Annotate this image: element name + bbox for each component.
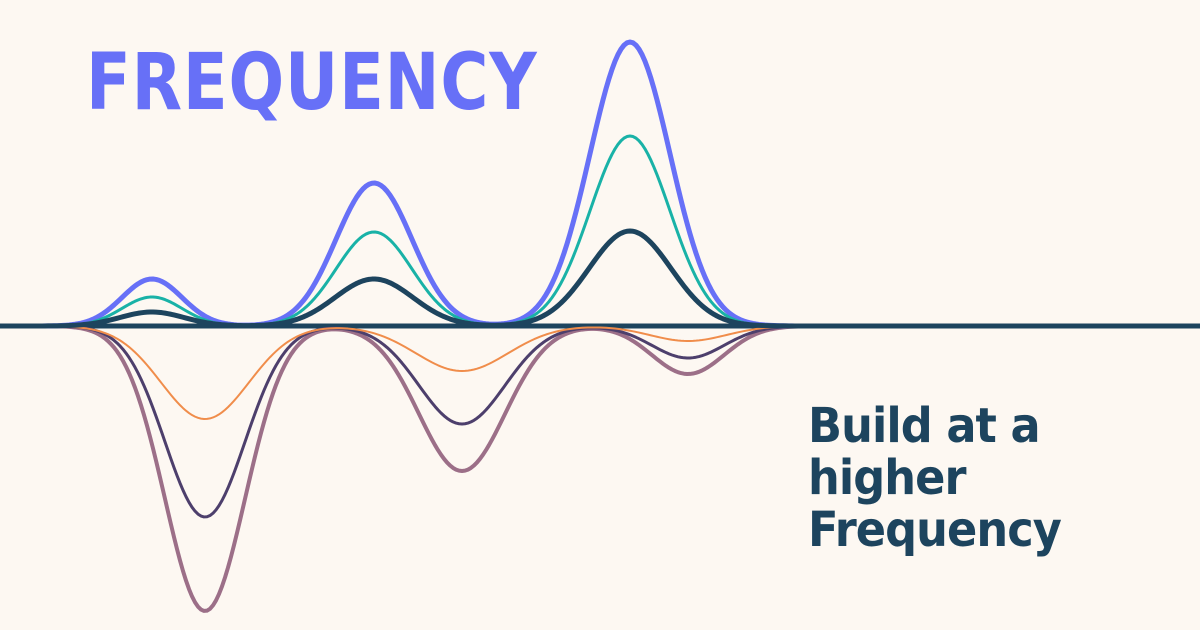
frequency-logo: FREQUENCY xyxy=(86,38,538,128)
tagline-line-1: Build at a xyxy=(808,398,1041,454)
tagline: Build at a higher Frequency xyxy=(808,398,1062,558)
tagline-line-2: higher xyxy=(808,450,966,506)
tagline-line-3: Frequency xyxy=(808,502,1062,558)
wave-upper-navy xyxy=(0,228,1200,329)
